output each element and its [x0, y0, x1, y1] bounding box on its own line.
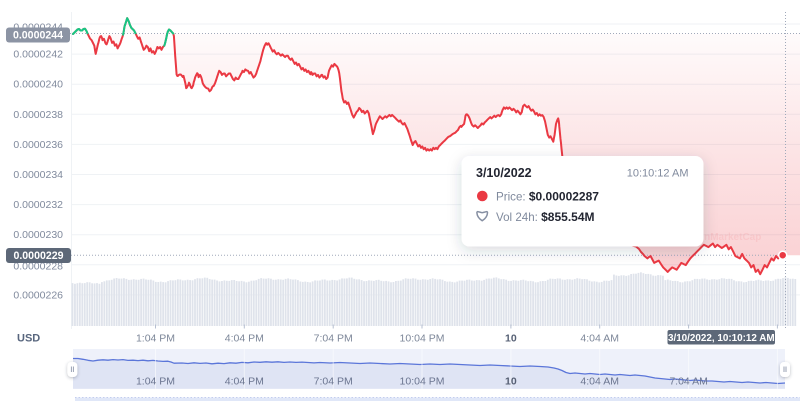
svg-text:10:10:12 AM: 10:10:12 AM	[627, 168, 689, 180]
svg-text:0.0000236: 0.0000236	[13, 139, 63, 151]
svg-text:Price: $0.00002287: Price: $0.00002287	[496, 189, 599, 203]
svg-text:0.0000242: 0.0000242	[13, 49, 63, 61]
svg-text:10: 10	[505, 333, 517, 345]
svg-text:0.0000240: 0.0000240	[13, 79, 63, 91]
svg-text:0.0000230: 0.0000230	[13, 229, 63, 241]
svg-text:4:04 AM: 4:04 AM	[580, 333, 619, 345]
svg-text:3/10/2022, 10:10:12 AM: 3/10/2022, 10:10:12 AM	[668, 333, 775, 344]
svg-text:0.0000234: 0.0000234	[13, 169, 63, 181]
svg-text:10: 10	[505, 376, 517, 388]
svg-text:10:04 PM: 10:04 PM	[400, 333, 445, 345]
svg-text:4:04 PM: 4:04 PM	[225, 333, 264, 345]
svg-text:7:04 PM: 7:04 PM	[314, 333, 353, 345]
svg-text:4:04 PM: 4:04 PM	[225, 376, 264, 388]
svg-text:0.0000232: 0.0000232	[13, 199, 63, 211]
svg-text:CoinMarketCap: CoinMarketCap	[688, 232, 761, 243]
svg-text:0.0000226: 0.0000226	[13, 289, 63, 301]
svg-text:0.0000238: 0.0000238	[13, 109, 63, 121]
svg-text:7:04 PM: 7:04 PM	[314, 376, 353, 388]
svg-text:10:04 PM: 10:04 PM	[400, 376, 445, 388]
svg-text:1:04 PM: 1:04 PM	[136, 333, 175, 345]
svg-text:0.0000228: 0.0000228	[13, 261, 63, 273]
svg-text:Vol 24h: $855.54M: Vol 24h: $855.54M	[496, 210, 595, 224]
svg-text:USD: USD	[17, 333, 40, 345]
svg-text:1:04 PM: 1:04 PM	[136, 376, 175, 388]
svg-text:3/10/2022: 3/10/2022	[476, 166, 532, 180]
svg-text:0.0000244: 0.0000244	[13, 30, 63, 42]
svg-text:4:04 AM: 4:04 AM	[580, 376, 619, 388]
svg-text:0.0000229: 0.0000229	[13, 250, 63, 262]
svg-text:7:04 AM: 7:04 AM	[669, 376, 708, 388]
